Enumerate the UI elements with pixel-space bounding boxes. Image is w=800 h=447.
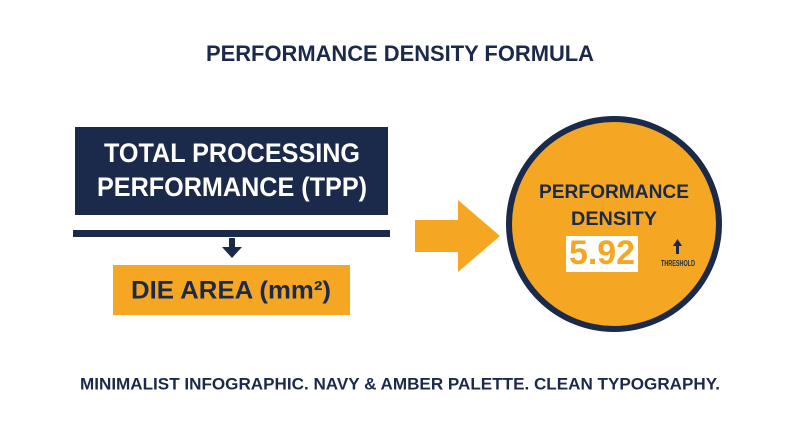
numerator-line: PERFORMANCE (TPP) (97, 172, 367, 202)
down-arrow-shaft (229, 238, 235, 248)
numerator-box (75, 127, 388, 215)
up-arrow-head (673, 239, 682, 246)
result-value: 5.92 (569, 234, 635, 272)
result-circle (506, 116, 722, 332)
denominator-label: DIE AREA (mm²) (131, 277, 331, 305)
result-label: DENSITY (571, 209, 657, 230)
numerator-line: TOTAL PROCESSING (104, 138, 360, 168)
result-label: PERFORMANCE (539, 182, 689, 203)
denominator-box (113, 265, 350, 315)
value-box (566, 236, 638, 272)
footer: MINIMALIST INFOGRAPHIC. NAVY & AMBER PAL… (80, 374, 720, 393)
down-arrow-head (222, 247, 242, 258)
title: PERFORMANCE DENSITY FORMULA (206, 41, 594, 66)
result-note: THRESHOLD (661, 259, 695, 268)
result-arrow (415, 200, 500, 272)
fraction-line (73, 230, 390, 237)
up-arrow-shaft (676, 245, 679, 254)
